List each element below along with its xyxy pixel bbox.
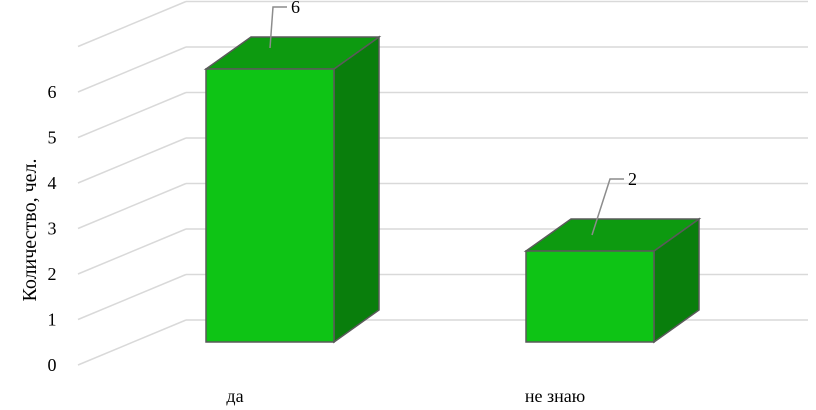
gridline-depth bbox=[77, 182, 187, 230]
y-axis-ticks: 0 1 2 3 4 5 6 bbox=[48, 82, 57, 375]
y-tick-label: 4 bbox=[48, 173, 57, 193]
gridline-depth bbox=[77, 91, 187, 139]
gridline-depth bbox=[77, 319, 187, 366]
gridline-depth bbox=[77, 137, 187, 184]
category-labels: да не знаю bbox=[226, 386, 585, 406]
data-label-leader bbox=[591, 178, 624, 236]
y-axis-title: Количество, чел. bbox=[19, 158, 41, 301]
data-label: 6 bbox=[291, 0, 300, 17]
y-tick-label: 0 bbox=[48, 355, 57, 375]
y-tick-label: 6 bbox=[48, 82, 57, 102]
y-tick-label: 5 bbox=[48, 128, 57, 148]
category-label: да bbox=[226, 386, 243, 406]
bar bbox=[525, 250, 655, 343]
gridline-depth bbox=[77, 46, 187, 93]
bars bbox=[203, 35, 702, 344]
data-label: 2 bbox=[628, 169, 637, 189]
gridline-depth bbox=[77, 273, 187, 321]
category-label: не знаю bbox=[525, 386, 585, 406]
bar bbox=[205, 68, 335, 343]
y-tick-label: 3 bbox=[48, 219, 57, 239]
y-tick-label: 2 bbox=[48, 264, 57, 284]
y-tick-label: 1 bbox=[48, 310, 57, 330]
gridline-depth bbox=[77, 0, 187, 48]
bar-side-face bbox=[333, 35, 380, 344]
data-label-leader bbox=[269, 6, 287, 49]
gridline-depth bbox=[77, 228, 187, 275]
data-labels: 62 bbox=[269, 0, 637, 236]
